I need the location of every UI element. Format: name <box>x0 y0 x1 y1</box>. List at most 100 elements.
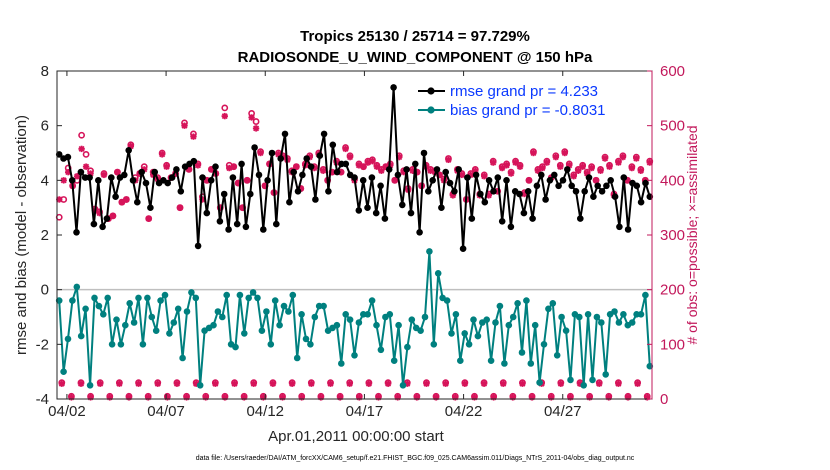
obs-assimilated-stroke <box>481 173 488 180</box>
obs-assimilated-stroke <box>221 113 228 120</box>
y-tick-label-right: 100 <box>660 336 685 353</box>
bias-point <box>408 316 416 324</box>
legend-rmse-label: rmse grand pr = 4.233 <box>450 83 598 100</box>
bias-point <box>69 297 76 304</box>
rmse-point <box>403 166 410 173</box>
bias-point <box>527 360 535 367</box>
bias-point <box>355 319 363 326</box>
obs-assimilated-marker <box>394 394 401 401</box>
rmse-point <box>168 174 176 181</box>
obs-assimilated-marker <box>317 394 325 401</box>
obs-assimilated-marker <box>615 380 622 387</box>
obs-assimilated-stroke <box>145 215 152 222</box>
obs-assimilated-marker <box>588 164 595 172</box>
bias-point <box>620 311 627 318</box>
obs-assimilated-stroke <box>365 380 372 387</box>
rmse-point <box>598 188 606 195</box>
obs-assimilated-stroke <box>289 380 296 387</box>
bias-point <box>465 341 473 348</box>
obs-assimilated-stroke <box>576 380 584 387</box>
y-axis-label-right: # of obs: o=possible; ×=assimilated <box>684 125 700 344</box>
bias-point <box>254 294 261 302</box>
rmse-point <box>585 174 593 181</box>
rmse-point <box>564 166 571 173</box>
bias-series <box>55 248 654 389</box>
obs-assimilated-stroke <box>346 380 353 387</box>
obs-assimilated-marker <box>624 394 632 401</box>
bias-point <box>505 321 513 329</box>
obs-assimilated-stroke <box>194 162 201 169</box>
obs-assimilated-stroke <box>269 380 276 387</box>
rmse-point <box>559 177 567 184</box>
bias-point <box>536 379 543 386</box>
obs-assimilated-stroke <box>248 114 255 121</box>
rmse-point <box>642 179 649 187</box>
rmse-point <box>377 182 384 190</box>
bias-point <box>602 371 609 378</box>
obs-assimilated-stroke <box>159 151 166 158</box>
bias-point <box>258 327 266 335</box>
obs-assimilated-marker <box>557 163 564 170</box>
obs-assimilated-stroke <box>385 380 392 387</box>
rmse-point <box>503 177 510 184</box>
y-tick-label-right: 0 <box>660 391 668 408</box>
rmse-point <box>138 168 145 176</box>
bias-point <box>117 341 125 348</box>
bias-point <box>531 321 539 329</box>
bias-point <box>113 316 120 324</box>
obs-assimilated-stroke <box>584 170 591 177</box>
bias-point <box>637 311 645 318</box>
bias-point <box>161 291 169 299</box>
obs-assimilated-marker <box>212 380 219 387</box>
obs-assimilated-marker <box>633 155 640 162</box>
obs-assimilated-stroke <box>508 170 515 177</box>
bias-point <box>192 294 200 302</box>
obs-assimilated-stroke <box>534 167 541 174</box>
bias-point <box>540 341 548 348</box>
obs-assimilated-stroke <box>257 149 264 157</box>
x-axis: 04/02 04/07 04/12 04/17 04/22 04/27 <box>48 71 582 420</box>
obs-possible-marker <box>252 118 260 125</box>
right-axis: 0 100 200 300 400 500 600 <box>647 63 685 408</box>
rmse-point <box>498 218 506 225</box>
obs-assimilated-stroke <box>445 156 452 163</box>
bias-point <box>320 302 327 310</box>
rmse-point <box>55 151 63 158</box>
rmse-point <box>446 179 454 187</box>
bias-point <box>298 311 305 318</box>
obs-assimilated-marker <box>601 155 609 162</box>
rmse-point <box>477 190 484 198</box>
bias-point <box>593 313 601 321</box>
bias-point <box>615 319 623 326</box>
obs-assimilated-marker <box>597 167 604 174</box>
obs-assimilated-marker <box>114 168 121 176</box>
rmse-point <box>303 155 311 162</box>
obs-assimilated-marker <box>396 153 403 161</box>
bias-point <box>148 313 156 321</box>
rmse-point <box>459 245 467 252</box>
bias-point <box>567 376 574 384</box>
obs-assimilated-marker <box>298 394 305 401</box>
obs-assimilated-stroke <box>579 163 586 170</box>
bias-point <box>174 305 182 313</box>
bias-point <box>214 308 222 315</box>
bias-point <box>576 313 583 321</box>
bias-point <box>342 311 350 318</box>
obs-assimilated-marker <box>346 153 354 161</box>
rmse-point <box>520 209 528 217</box>
obs-assimilated-marker <box>250 380 257 387</box>
obs-assimilated-marker <box>519 380 526 387</box>
obs-assimilated-marker <box>158 151 166 158</box>
obs-assimilated-stroke <box>461 380 468 387</box>
legend-bias-marker <box>427 106 435 114</box>
obs-assimilated-stroke <box>230 163 237 170</box>
rmse-point <box>86 174 93 181</box>
bias-point <box>91 294 98 302</box>
rmse-point <box>216 218 224 225</box>
rmse-point <box>329 141 337 149</box>
rmse-point <box>516 190 523 198</box>
obs-assimilated-stroke <box>97 380 104 387</box>
bias-point <box>241 330 248 337</box>
obs-assimilated-marker <box>432 394 440 401</box>
